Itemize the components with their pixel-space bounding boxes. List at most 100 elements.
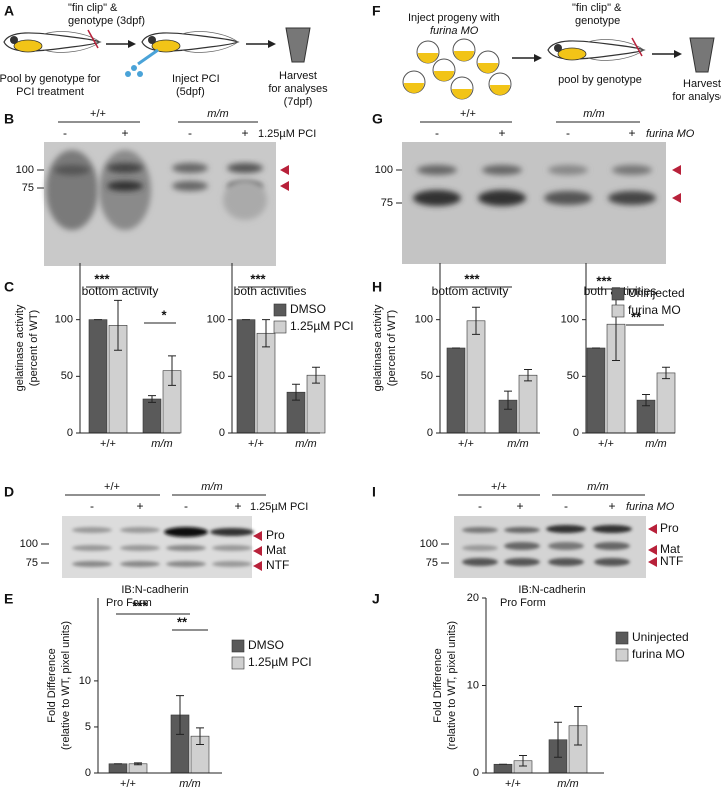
blot-band bbox=[172, 163, 208, 173]
label: genotype (3dpf) bbox=[68, 15, 145, 27]
chart-title: Pro Form bbox=[106, 597, 152, 609]
label: 100 bbox=[16, 164, 34, 176]
larva-eye bbox=[554, 44, 562, 52]
y-axis-label: (percent of WT) bbox=[386, 310, 398, 386]
error-bar bbox=[134, 762, 142, 766]
blot-band bbox=[612, 165, 652, 175]
significance: *** bbox=[94, 271, 110, 286]
legend-swatch bbox=[231, 656, 245, 670]
panel-letter: B bbox=[4, 111, 14, 127]
blot-band bbox=[120, 527, 160, 533]
legend-label: Uninjected bbox=[632, 630, 689, 644]
legend-swatch bbox=[273, 320, 287, 334]
error-bar bbox=[574, 706, 582, 746]
y-axis-label: Fold Difference bbox=[432, 648, 444, 722]
bar bbox=[466, 320, 486, 434]
y-tick-label: 50 bbox=[61, 370, 73, 382]
blot-band bbox=[504, 542, 540, 550]
legend-label: furina MO bbox=[632, 647, 685, 661]
bar bbox=[586, 347, 606, 434]
y-axis-label: gelatinase activity bbox=[372, 304, 384, 391]
label: 1.25µM PCI bbox=[250, 501, 308, 513]
significance: ** bbox=[177, 614, 188, 629]
band-arrow bbox=[672, 165, 681, 175]
y-tick-label: 20 bbox=[467, 592, 479, 604]
blot-band bbox=[413, 190, 461, 206]
y-tick-label: 50 bbox=[213, 370, 225, 382]
blot-band bbox=[166, 545, 206, 551]
label: + bbox=[628, 126, 635, 140]
larva-fin bbox=[587, 39, 645, 61]
label: 75 bbox=[426, 557, 438, 569]
bar bbox=[108, 763, 128, 774]
blot-band bbox=[462, 545, 498, 551]
blot-band bbox=[548, 558, 584, 566]
band-arrow bbox=[648, 524, 657, 534]
blot-band bbox=[54, 165, 90, 175]
label: - bbox=[188, 126, 192, 140]
band-arrow bbox=[253, 546, 262, 556]
blot-band bbox=[210, 528, 254, 536]
label: for analyses bbox=[672, 91, 721, 103]
band-arrow bbox=[648, 557, 657, 567]
x-tick-label: m/m bbox=[507, 438, 528, 450]
blot-band bbox=[172, 181, 208, 191]
panel-letter: F bbox=[372, 3, 381, 19]
blot-band bbox=[462, 558, 498, 566]
blot-band bbox=[592, 525, 632, 533]
x-tick-label: +/+ bbox=[120, 778, 136, 788]
band-arrow bbox=[672, 193, 681, 203]
label: Pro bbox=[660, 521, 679, 535]
error-bar bbox=[472, 306, 480, 335]
blot-band bbox=[46, 150, 98, 230]
y-tick-label: 100 bbox=[207, 314, 225, 326]
blot-band bbox=[482, 165, 522, 175]
larva-yolk bbox=[151, 39, 181, 53]
blot-band bbox=[164, 527, 208, 537]
y-axis-label: Fold Difference bbox=[46, 648, 58, 722]
panel-letter: D bbox=[4, 484, 14, 500]
label: - bbox=[184, 499, 188, 513]
chart-title: Pro Form bbox=[500, 597, 546, 609]
legend-label: Uninjected bbox=[628, 286, 685, 300]
arrow-head bbox=[534, 54, 542, 62]
blot-band bbox=[166, 561, 206, 567]
blot-band bbox=[504, 558, 540, 566]
chart-title: both activities bbox=[234, 284, 307, 298]
label: m/m bbox=[201, 481, 222, 493]
label: IB:N-cadherin bbox=[121, 584, 188, 596]
legend-swatch bbox=[615, 648, 629, 662]
blot-band bbox=[546, 525, 586, 533]
bar bbox=[656, 372, 676, 434]
bar bbox=[446, 347, 466, 434]
blot-band bbox=[72, 527, 112, 533]
y-tick-label: 0 bbox=[219, 427, 225, 439]
label: + bbox=[608, 499, 615, 513]
clip-mark bbox=[631, 37, 643, 57]
label: 100 bbox=[20, 538, 38, 550]
label: m/m bbox=[207, 108, 228, 120]
x-tick-label: m/m bbox=[151, 438, 172, 450]
significance: *** bbox=[132, 598, 148, 613]
significance: ** bbox=[631, 309, 642, 324]
label: 1.25µM PCI bbox=[258, 128, 316, 140]
label: 75 bbox=[22, 182, 34, 194]
y-axis-label: (percent of WT) bbox=[28, 310, 40, 386]
label: 75 bbox=[26, 557, 38, 569]
error-bar bbox=[196, 727, 204, 745]
larva bbox=[141, 31, 240, 53]
larva bbox=[547, 39, 646, 61]
blot-band bbox=[478, 190, 526, 206]
embryo-yolk bbox=[452, 89, 472, 99]
blot-band bbox=[594, 542, 630, 550]
label: for analyses bbox=[268, 83, 328, 95]
label: + bbox=[498, 126, 505, 140]
blot-band bbox=[548, 165, 588, 175]
error-bar bbox=[312, 366, 320, 384]
label: Harvest bbox=[683, 78, 721, 90]
bar bbox=[142, 398, 162, 434]
error-bar bbox=[148, 395, 156, 403]
blot-band bbox=[72, 561, 112, 567]
panel-letter: I bbox=[372, 484, 376, 500]
